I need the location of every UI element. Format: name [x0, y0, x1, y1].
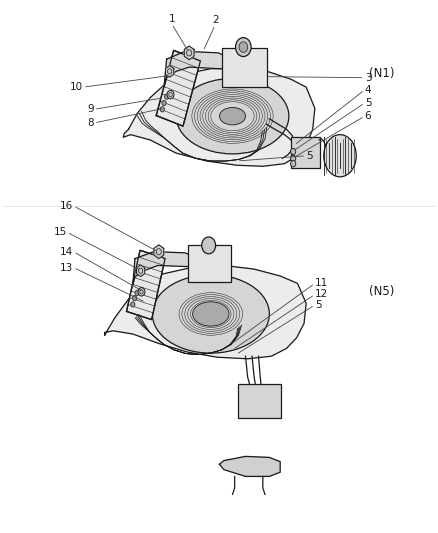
Text: 10: 10	[70, 82, 83, 92]
Text: 8: 8	[87, 118, 94, 128]
Text: 5: 5	[314, 300, 321, 310]
Text: 9: 9	[87, 104, 94, 114]
Circle shape	[235, 38, 251, 56]
Circle shape	[134, 290, 139, 295]
Text: 5: 5	[364, 98, 371, 108]
Ellipse shape	[219, 108, 245, 125]
Circle shape	[138, 288, 145, 296]
Polygon shape	[104, 265, 305, 359]
Text: 12: 12	[314, 289, 327, 300]
Circle shape	[164, 94, 168, 99]
Polygon shape	[126, 251, 165, 320]
Polygon shape	[154, 245, 163, 259]
Circle shape	[160, 107, 164, 112]
Ellipse shape	[176, 78, 288, 154]
Polygon shape	[133, 252, 190, 285]
Text: 4: 4	[364, 85, 371, 95]
Ellipse shape	[192, 302, 229, 326]
Text: 3: 3	[364, 72, 371, 83]
FancyBboxPatch shape	[187, 245, 231, 282]
Circle shape	[290, 160, 295, 167]
Text: 6: 6	[364, 111, 371, 121]
Ellipse shape	[152, 275, 269, 353]
Circle shape	[167, 90, 173, 99]
Circle shape	[238, 42, 247, 52]
Text: 5: 5	[305, 151, 312, 161]
Circle shape	[131, 302, 134, 307]
Circle shape	[162, 100, 166, 106]
Polygon shape	[219, 456, 279, 477]
Text: 1: 1	[168, 14, 175, 24]
FancyBboxPatch shape	[221, 47, 267, 87]
Text: (N1): (N1)	[368, 68, 394, 80]
Text: 11: 11	[314, 278, 327, 288]
Polygon shape	[164, 51, 223, 87]
Polygon shape	[123, 69, 314, 166]
Circle shape	[201, 237, 215, 254]
Polygon shape	[156, 50, 200, 126]
Circle shape	[290, 155, 295, 161]
Text: 16: 16	[60, 201, 73, 211]
Ellipse shape	[323, 135, 356, 177]
Text: 14: 14	[60, 247, 73, 257]
Polygon shape	[184, 46, 194, 60]
Polygon shape	[136, 265, 145, 277]
Text: 2: 2	[212, 15, 218, 25]
Text: (N5): (N5)	[368, 285, 393, 298]
FancyBboxPatch shape	[237, 384, 281, 418]
Text: 15: 15	[53, 227, 67, 237]
Circle shape	[290, 148, 295, 155]
Polygon shape	[165, 66, 173, 77]
FancyBboxPatch shape	[290, 138, 319, 168]
Text: 13: 13	[60, 263, 73, 272]
Circle shape	[132, 295, 136, 301]
